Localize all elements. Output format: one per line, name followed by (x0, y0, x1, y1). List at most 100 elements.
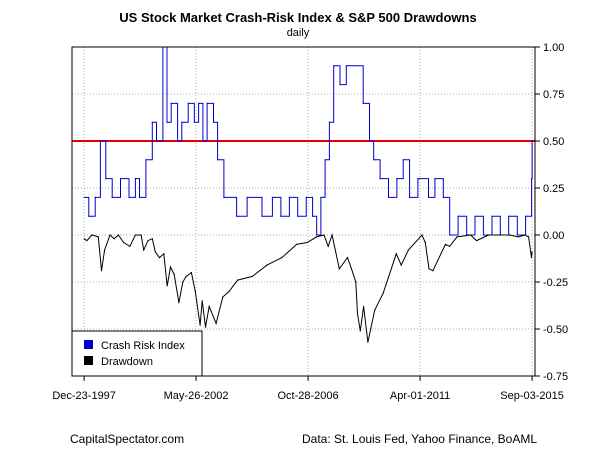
data-point-drawdown (222, 296, 224, 298)
data-point-drawdown (400, 264, 402, 266)
data-point-crash-risk-index (288, 196, 290, 198)
data-point-drawdown (488, 234, 490, 236)
data-point-drawdown (154, 251, 156, 253)
data-point-drawdown (382, 292, 384, 294)
data-point-crash-risk-index (145, 159, 147, 161)
data-point-drawdown (100, 270, 103, 272)
data-point-drawdown (147, 240, 149, 242)
series-line-drawdown (83, 233, 533, 343)
x-tick-label: Dec-23-1997 (52, 390, 116, 402)
data-point-drawdown (350, 268, 353, 270)
data-point-crash-risk-index (379, 178, 381, 180)
data-point-drawdown (421, 234, 423, 236)
data-point-drawdown (215, 322, 217, 324)
data-point-drawdown (355, 281, 357, 283)
data-point-crash-risk-index (206, 102, 208, 104)
data-point-drawdown (178, 302, 180, 304)
data-point-drawdown (228, 290, 230, 292)
data-point-crash-risk-index (297, 215, 299, 217)
x-tick-label: Sep-03-2015 (500, 390, 564, 402)
data-point-drawdown (182, 281, 184, 283)
chart-title: US Stock Market Crash-Risk Index & S&P 5… (119, 10, 476, 25)
data-point-crash-risk-index (312, 215, 314, 217)
legend-label-drawdown: Drawdown (101, 356, 153, 368)
data-point-drawdown (346, 257, 349, 259)
data-point-crash-risk-index (449, 234, 451, 236)
data-point-drawdown (306, 241, 308, 244)
data-point-crash-risk-index (333, 65, 335, 67)
data-point-drawdown (204, 326, 207, 328)
data-point-drawdown (134, 234, 136, 236)
data-point-crash-risk-index (99, 140, 101, 142)
data-point-crash-risk-index (482, 234, 484, 236)
data-point-drawdown (428, 268, 430, 270)
data-point-drawdown (528, 236, 530, 238)
data-point-drawdown (117, 234, 119, 236)
data-point-drawdown (140, 234, 142, 236)
data-point-crash-risk-index (525, 215, 527, 217)
data-point-crash-risk-index (305, 196, 307, 198)
x-tick-label: May-26-2002 (164, 390, 229, 402)
data-point-drawdown (323, 234, 325, 236)
data-point-crash-risk-index (516, 234, 518, 236)
data-point-drawdown (331, 234, 333, 236)
y-tick-label: 0.75 (543, 89, 564, 101)
data-point-crash-risk-index (166, 121, 168, 123)
data-point-drawdown (194, 290, 196, 292)
data-point-drawdown (169, 266, 172, 268)
data-point-crash-risk-index (170, 102, 172, 104)
data-point-crash-risk-index (94, 196, 96, 198)
data-point-crash-risk-index (434, 178, 436, 180)
data-point-crash-risk-index (212, 121, 215, 123)
data-point-drawdown (208, 305, 210, 307)
data-point-drawdown (266, 264, 268, 266)
data-point-drawdown (251, 275, 253, 277)
chart-subtitle: daily (287, 27, 310, 39)
data-point-crash-risk-index (246, 196, 248, 198)
data-point-crash-risk-index (417, 178, 419, 180)
data-point-crash-risk-index (474, 215, 476, 217)
data-point-crash-risk-index (223, 196, 225, 198)
data-point-drawdown (530, 257, 533, 259)
data-point-crash-risk-index (177, 140, 179, 142)
data-point-drawdown (151, 238, 153, 240)
data-point-crash-risk-index (193, 121, 195, 123)
data-point-crash-risk-index (181, 121, 183, 123)
data-point-crash-risk-index (373, 159, 375, 161)
data-point-drawdown (517, 236, 519, 238)
data-point-drawdown (374, 309, 376, 311)
data-point-crash-risk-index (198, 102, 200, 104)
data-point-crash-risk-index (261, 215, 263, 217)
data-point-crash-risk-index (134, 178, 136, 180)
data-point-drawdown (531, 251, 533, 253)
data-point-drawdown (395, 253, 397, 255)
data-point-drawdown (456, 236, 458, 238)
data-point-drawdown (363, 305, 365, 307)
data-point-drawdown (424, 241, 426, 244)
data-point-drawdown (190, 272, 192, 274)
plot-frame (71, 46, 536, 377)
data-point-crash-risk-index (119, 178, 122, 180)
data-point-drawdown (109, 234, 111, 236)
data-point-drawdown (281, 257, 283, 259)
data-point-crash-risk-index (316, 234, 318, 236)
data-point-drawdown (163, 253, 165, 255)
data-point-crash-risk-index (402, 159, 404, 161)
data-point-crash-risk-index (427, 196, 430, 198)
data-point-drawdown (315, 236, 318, 238)
y-tick-label: -0.75 (543, 371, 568, 383)
y-tick-label: 1.00 (543, 42, 564, 54)
data-point-crash-risk-index (531, 178, 533, 180)
data-point-crash-risk-index (531, 140, 533, 142)
grid (72, 46, 535, 377)
y-tick-label: 0.00 (543, 230, 564, 242)
data-point-drawdown (201, 300, 203, 302)
data-point-crash-risk-index (320, 196, 322, 198)
data-point-drawdown (185, 275, 187, 277)
data-point-crash-risk-index (88, 215, 90, 217)
data-point-drawdown (86, 240, 88, 242)
data-point-crash-risk-index (236, 215, 238, 217)
data-point-drawdown (123, 241, 125, 244)
x-axis: Dec-23-1997 May-26-2002 Oct-28-2006 Apr-01-… (52, 376, 564, 402)
data-point-drawdown (237, 279, 239, 281)
